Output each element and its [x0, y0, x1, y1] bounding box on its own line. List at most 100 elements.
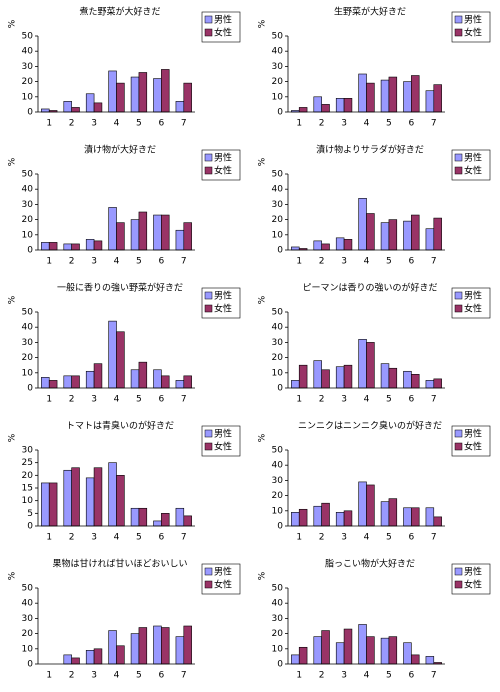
bar — [85, 370, 95, 389]
legend-label: 男性 — [464, 428, 482, 440]
x-tick-label: 5 — [386, 395, 392, 405]
legend-label: 女性 — [214, 165, 232, 177]
legend-swatch — [454, 567, 463, 576]
y-axis-label: % — [258, 571, 268, 580]
legend-swatch — [454, 580, 463, 589]
x-tick-label: 5 — [136, 119, 142, 129]
x-tick-label: 4 — [364, 395, 370, 405]
bar — [175, 229, 185, 251]
bar — [313, 636, 322, 665]
x-tick-label: 2 — [319, 671, 325, 681]
x-tick-label: 3 — [341, 257, 347, 267]
bar — [313, 96, 322, 113]
chart-title: トマトは青臭いのが好きだ — [66, 420, 174, 432]
bar — [343, 628, 353, 665]
x-tick-label: 5 — [136, 671, 142, 681]
y-tick-label: 20 — [22, 471, 34, 481]
bar — [433, 516, 442, 527]
y-tick-label: 0 — [277, 384, 283, 394]
bar — [41, 108, 50, 113]
legend-label: 男性 — [214, 290, 232, 302]
x-tick-label: 1 — [296, 257, 302, 267]
bar — [153, 625, 162, 665]
legend-label: 女性 — [214, 441, 232, 453]
bar — [411, 214, 420, 251]
bar — [366, 213, 375, 251]
x-tick-label: 4 — [364, 119, 370, 129]
x-tick-label: 4 — [114, 119, 120, 129]
legend-swatch — [204, 429, 213, 438]
x-tick-label: 6 — [158, 671, 164, 681]
legend-swatch — [204, 166, 213, 175]
bar — [130, 369, 140, 389]
y-tick-label: 50 — [22, 32, 34, 42]
legend-swatch — [204, 291, 213, 300]
chart-title: 果物は甘ければ甘いほどおいしい — [52, 558, 187, 570]
bar — [108, 630, 117, 665]
bar — [71, 107, 80, 113]
bar — [366, 82, 375, 113]
bar — [403, 642, 412, 665]
bar — [108, 462, 117, 527]
x-tick-label: 6 — [408, 395, 414, 405]
bar — [335, 237, 345, 251]
bar — [335, 512, 345, 527]
chart-title: 一般に香りの強い野菜が好きだ — [57, 282, 183, 294]
chart-title: ピーマンは香りの強いのが好きだ — [302, 282, 437, 294]
y-axis-label: % — [258, 19, 268, 28]
legend-swatch — [454, 15, 463, 24]
y-tick-label: 20 — [22, 77, 34, 87]
x-tick-label: 6 — [158, 257, 164, 267]
y-tick-label: 0 — [27, 384, 33, 394]
bar — [291, 512, 300, 527]
x-tick-label: 4 — [114, 671, 120, 681]
bar — [366, 342, 375, 389]
chart-title: 煮た野菜が大好きだ — [79, 6, 160, 18]
y-tick-label: 20 — [22, 353, 34, 363]
bar — [108, 320, 117, 389]
bar — [93, 363, 103, 389]
y-tick-label: 50 — [272, 584, 284, 594]
chart-title: 生野菜が大好きだ — [334, 6, 406, 18]
x-tick-label: 7 — [431, 533, 437, 543]
x-tick-label: 4 — [114, 257, 120, 267]
y-tick-label: 50 — [22, 584, 34, 594]
y-axis-label: % — [8, 571, 18, 580]
bar — [403, 220, 412, 251]
bar — [321, 104, 330, 113]
y-tick-label: 50 — [272, 170, 284, 180]
y-tick-label: 50 — [22, 170, 34, 180]
legend-label: 男性 — [464, 14, 482, 26]
y-tick-label: 40 — [272, 47, 284, 57]
bar — [138, 507, 148, 527]
y-tick-label: 20 — [272, 77, 284, 87]
bar — [291, 246, 300, 251]
bar — [343, 510, 353, 527]
bar — [71, 375, 80, 389]
y-tick-label: 10 — [272, 506, 284, 516]
bar — [425, 656, 435, 665]
bar — [93, 102, 103, 113]
y-tick-label: 10 — [22, 230, 34, 240]
bar — [321, 630, 330, 665]
x-tick-label: 1 — [46, 119, 52, 129]
legend-swatch — [454, 291, 463, 300]
bar — [153, 369, 162, 389]
y-tick-label: 20 — [22, 629, 34, 639]
bar — [108, 207, 117, 251]
bar — [116, 331, 125, 389]
bar — [153, 214, 162, 251]
x-tick-label: 7 — [431, 257, 437, 267]
x-tick-label: 1 — [46, 533, 52, 543]
legend-box — [451, 425, 491, 457]
x-tick-label: 3 — [91, 395, 97, 405]
y-axis-label: % — [258, 157, 268, 166]
bar — [321, 243, 330, 251]
bar — [388, 219, 398, 251]
x-tick-label: 1 — [46, 257, 52, 267]
bar — [48, 482, 58, 527]
bar — [161, 627, 170, 665]
y-tick-label: 10 — [22, 644, 34, 654]
x-tick-label: 1 — [296, 119, 302, 129]
